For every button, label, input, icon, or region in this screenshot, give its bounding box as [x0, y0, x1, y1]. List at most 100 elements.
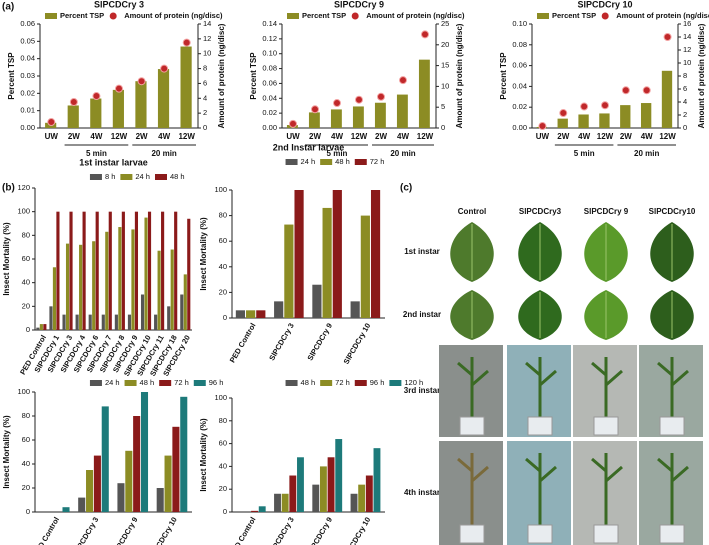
y-tick-label: 0	[223, 313, 227, 322]
legend-swatch	[537, 13, 549, 19]
y-axis-label: Percent TSP	[7, 52, 16, 100]
y-tick-label: 0.01	[20, 106, 35, 115]
legend-label: 48 h	[301, 378, 316, 387]
x-tick-label: SlPCDCry 9	[111, 515, 140, 545]
bar	[418, 59, 430, 128]
bar	[154, 314, 158, 330]
x-tick-label: 2W	[136, 132, 148, 141]
point	[160, 64, 169, 73]
column-header: SlPCDCry10	[649, 207, 696, 216]
bar	[147, 211, 152, 330]
bar	[114, 314, 118, 330]
row-label: 4th instar	[404, 488, 440, 497]
bar	[180, 46, 192, 128]
bar	[135, 81, 147, 128]
bar	[322, 207, 332, 318]
bar	[350, 493, 358, 512]
point	[311, 105, 319, 114]
y-tick-label: 100	[17, 207, 30, 216]
y-tick-label: 0.14	[262, 19, 277, 28]
bar	[167, 306, 171, 330]
legend-swatch	[124, 380, 137, 386]
x-tick-label: SlPCDCry 9	[305, 321, 334, 362]
pot	[659, 416, 685, 436]
point	[355, 95, 363, 104]
x-tick-label: 2W	[557, 132, 569, 141]
x-tick-label: 12W	[111, 132, 128, 141]
x-tick-label: 12W	[351, 132, 368, 141]
x-tick-label: 4W	[397, 132, 409, 141]
y2-tick-label: 0	[203, 123, 207, 132]
point	[580, 102, 589, 111]
bar	[365, 475, 373, 512]
bar	[312, 284, 322, 318]
bar	[661, 70, 673, 128]
y2-tick-label: 15	[441, 61, 449, 70]
legend-swatch	[154, 174, 167, 180]
group-label: 5 min	[327, 149, 348, 158]
bar	[133, 416, 141, 512]
x-tick-label: SlPCDCry 3	[267, 321, 296, 362]
y-tick-label: 0.04	[262, 93, 277, 102]
x-tick-label: 2W	[620, 132, 632, 141]
legend-label: 72 h	[174, 378, 189, 387]
bar	[170, 249, 174, 330]
legend-swatch	[389, 380, 402, 386]
y2-tick-label: 6	[683, 84, 687, 93]
chart-title: SlPCDCry 3	[94, 0, 144, 9]
y2-axis-label: Amount of protein (ng/disc)	[217, 23, 226, 128]
y-tick-label: 0.12	[262, 34, 277, 43]
bar	[352, 106, 364, 128]
bar	[52, 267, 57, 330]
legend-label: 8 h	[105, 172, 115, 181]
y-tick-label: 0	[223, 507, 227, 516]
y2-tick-label: 20	[441, 40, 449, 49]
column-header: SlPCDCry3	[519, 207, 562, 216]
pot	[527, 524, 553, 544]
plant	[657, 357, 689, 419]
y2-tick-label: 0	[683, 123, 687, 132]
y-tick-label: 0	[26, 507, 30, 516]
x-tick-label: 2W	[309, 132, 321, 141]
x-tick-label: 12W	[178, 132, 195, 141]
legend-label: 24 h	[105, 378, 120, 387]
bar	[161, 211, 165, 330]
legend-label: 48 h	[335, 157, 350, 166]
bar	[374, 102, 386, 128]
bar	[180, 294, 184, 330]
legend-swatch	[45, 13, 57, 19]
legend-label: 48 h	[140, 378, 155, 387]
legend-label: Amount of protein (ng/disc)	[366, 11, 465, 20]
plant	[525, 453, 557, 527]
y-axis-label: Percent TSP	[249, 52, 258, 100]
bar	[157, 69, 170, 128]
y-tick-label: 0.10	[262, 49, 277, 58]
y-tick-label: 40	[22, 278, 30, 287]
y-tick-label: 60	[219, 439, 227, 448]
point	[333, 99, 341, 108]
pot	[593, 524, 619, 544]
y-tick-label: 0.02	[512, 102, 527, 111]
row-label: 3rd instar	[404, 386, 440, 395]
y-tick-label: 80	[22, 230, 30, 239]
bar	[127, 314, 132, 330]
bar	[56, 211, 60, 330]
bar	[599, 113, 610, 128]
x-tick-label: 12W	[659, 132, 676, 141]
y2-tick-label: 6	[203, 78, 207, 87]
bar	[297, 457, 304, 512]
bar	[557, 118, 568, 128]
y-tick-label: 0.00	[262, 123, 277, 132]
y2-axis-label: Amount of protein (ng/disc)	[455, 23, 464, 128]
x-tick-label: 4W	[641, 132, 653, 141]
point	[182, 38, 191, 47]
legend-label: 96 h	[370, 378, 385, 387]
bar	[36, 327, 40, 330]
legend-swatch	[159, 380, 172, 386]
legend-label: 96 h	[209, 378, 224, 387]
bar	[101, 406, 109, 512]
bar	[93, 455, 101, 512]
bar	[75, 314, 79, 330]
x-tick-label: 4W	[578, 132, 590, 141]
